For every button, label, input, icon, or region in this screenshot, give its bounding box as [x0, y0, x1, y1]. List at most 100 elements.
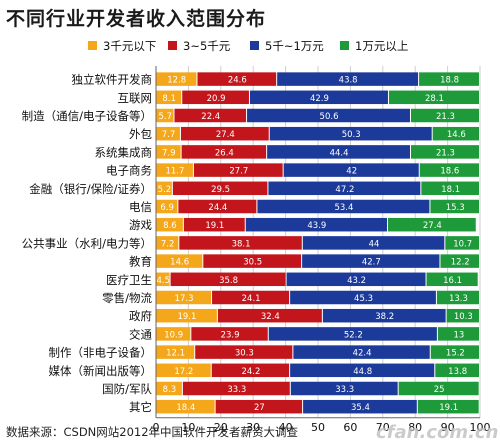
data-label: 52.2: [344, 330, 363, 340]
legend-swatch: [340, 41, 349, 50]
bar-segment: [245, 217, 387, 232]
bar-segment: [156, 290, 212, 305]
bar-segment: [303, 399, 417, 414]
data-label: 13.8: [448, 367, 467, 377]
x-tick-label: 20: [214, 421, 228, 434]
category-label: 媒体（新闻出版等）: [49, 364, 153, 378]
data-label: 42: [346, 167, 357, 177]
data-label: 24.6: [228, 76, 247, 86]
data-label: 7.7: [162, 130, 176, 140]
watermark: cfan.com.cn: [376, 422, 499, 443]
data-label: 8.1: [162, 94, 176, 104]
data-label: 11.7: [165, 167, 184, 177]
data-label: 7.9: [162, 148, 176, 158]
data-label: 19.1: [205, 221, 224, 231]
bar-segment: [212, 290, 290, 305]
data-label: 24.2: [241, 367, 260, 377]
bar-segment: [156, 381, 182, 396]
bar-segment: [156, 108, 174, 123]
data-label: 8.6: [163, 221, 177, 231]
category-label: 其它: [129, 400, 152, 414]
data-label: 17.3: [175, 294, 194, 304]
bar-segment: [156, 181, 172, 196]
data-label: 7.2: [161, 239, 175, 249]
bar-segment: [247, 108, 410, 123]
x-tick-label: 40: [279, 421, 293, 434]
category-label: 教育: [129, 255, 152, 269]
data-label: 12.2: [451, 258, 470, 268]
bar-segment: [183, 217, 245, 232]
data-label: 8.3: [163, 385, 177, 395]
data-label: 5.2: [158, 185, 172, 195]
bar-segment: [387, 217, 476, 232]
bar-segment: [437, 327, 479, 341]
bar-segment: [156, 90, 182, 105]
data-label: 27.4: [423, 221, 442, 231]
legend-swatch: [88, 41, 97, 50]
x-tick-label: 80: [408, 421, 422, 434]
bar-segment: [156, 327, 191, 341]
category-label: 金融（银行/保险/证券）: [29, 182, 152, 196]
data-label: 16.1: [443, 276, 462, 286]
bar-segment: [156, 308, 217, 323]
bar-segment: [170, 272, 286, 287]
bar-segment: [172, 181, 268, 196]
legend-item: 1万元以上: [340, 39, 408, 53]
x-axis: 0 10 20 30 40 50 60 70 80 90 100: [153, 66, 491, 434]
bar-segment: [290, 381, 398, 396]
data-label: 42.9: [310, 94, 329, 104]
data-label: 33.3: [335, 385, 354, 395]
bar-segment: [290, 290, 436, 305]
bar-segment: [197, 72, 277, 86]
data-label: 44.4: [330, 148, 349, 158]
data-label: 42.7: [362, 258, 381, 268]
category-label: 医疗卫生: [106, 273, 152, 287]
bar-segment: [302, 236, 445, 250]
data-label: 17.2: [174, 367, 193, 377]
bar-segment: [156, 363, 211, 378]
data-label: 25: [434, 385, 445, 395]
category-label: 政府: [129, 309, 152, 323]
bar-segment: [432, 126, 479, 141]
bar-segment: [195, 345, 293, 359]
category-label: 国防/军队: [102, 382, 152, 396]
data-label: 18.1: [441, 185, 460, 195]
data-label: 33.3: [227, 385, 246, 395]
bar-segment: [277, 72, 419, 86]
legend-label: 3千元以下: [103, 39, 156, 53]
data-label: 15.3: [446, 203, 465, 213]
bar-segment: [203, 254, 302, 268]
bar-segment: [193, 163, 283, 177]
bar-segment: [156, 236, 179, 250]
bar-segment: [178, 199, 257, 214]
bar-segment: [268, 181, 421, 196]
bar-segment: [268, 327, 437, 341]
data-label: 43.2: [347, 276, 366, 286]
data-label: 18.4: [176, 403, 195, 413]
bar-segment: [417, 399, 479, 414]
bar-segment: [388, 90, 479, 105]
x-tick-label: 50: [311, 421, 325, 434]
legend-label: 5千~1万元: [265, 39, 324, 53]
data-label: 44: [369, 239, 380, 249]
data-label: 38.1: [232, 239, 251, 249]
data-label: 22.4: [201, 112, 220, 122]
category-label: 零售/物流: [102, 291, 152, 305]
bar-segment: [156, 126, 180, 141]
bars: 12.8 24.6 43.8 18.8 8.1 20.9 42.9 28.1 5.7 22.4 50…: [156, 72, 479, 414]
data-label: 24.4: [208, 203, 227, 213]
data-label: 13: [454, 330, 465, 340]
category-label: 电子商务: [106, 164, 152, 178]
bar-segment: [283, 163, 419, 177]
data-label: 27.4: [216, 130, 235, 140]
data-label: 18.8: [440, 76, 459, 86]
source-note: 数据来源：CSDN网站2012年中国软件开发者薪资大调查: [6, 425, 299, 439]
category-label: 交通: [129, 327, 152, 341]
bar-segment: [410, 145, 479, 159]
data-label: 12.1: [166, 349, 185, 359]
bar-segment: [156, 199, 178, 214]
legend-item: 3~5千元: [168, 39, 231, 53]
x-tick-label: 70: [376, 421, 390, 434]
data-label: 18.6: [440, 167, 459, 177]
